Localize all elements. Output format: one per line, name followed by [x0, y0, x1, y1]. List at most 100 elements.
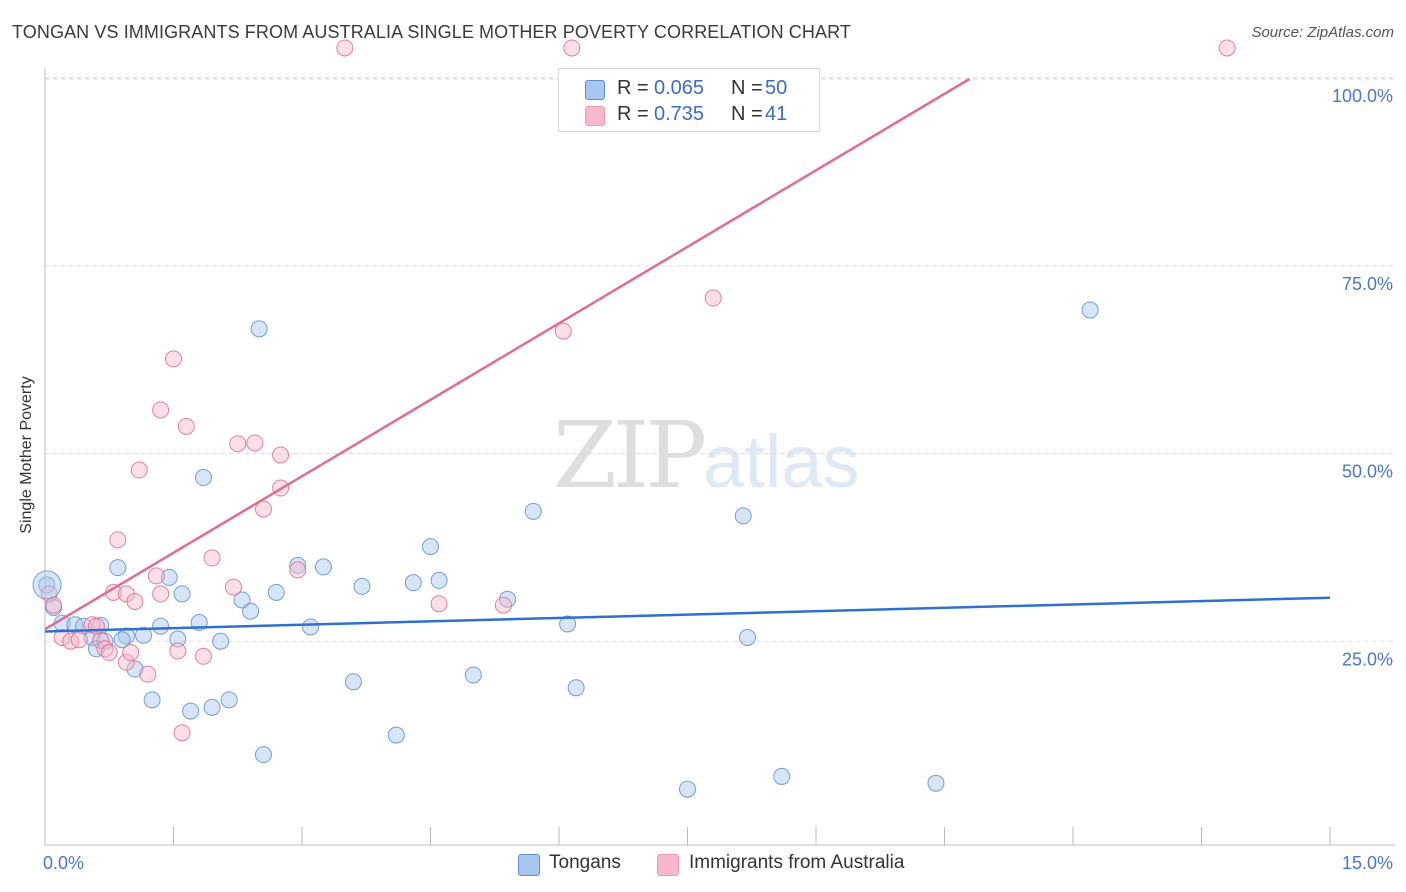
data-point-tongans	[430, 571, 448, 589]
data-point-australia	[173, 724, 191, 742]
data-point-tongans	[567, 679, 585, 697]
n-value: 41	[765, 103, 788, 125]
data-point-australia	[53, 628, 71, 646]
data-point-australia	[229, 435, 247, 453]
trend-line-tongans	[44, 596, 1331, 633]
data-point-australia	[122, 644, 140, 662]
data-point-tongans	[773, 767, 791, 785]
data-point-tongans	[173, 585, 191, 603]
data-point-australia	[554, 322, 572, 340]
trend-line-australia	[44, 77, 971, 631]
legend-label-australia: Immigrants from Australia	[689, 852, 905, 873]
watermark-atlas: atlas	[703, 420, 860, 503]
data-point-tongans	[212, 632, 230, 650]
data-point-tongans	[135, 626, 153, 644]
data-point-tongans	[559, 615, 577, 633]
data-point-australia	[246, 434, 264, 452]
data-point-australia	[45, 596, 63, 614]
data-point-tongans	[220, 691, 238, 709]
data-point-australia	[70, 631, 88, 649]
data-point-australia	[203, 549, 221, 567]
data-point-australia	[100, 644, 118, 662]
data-point-tongans	[289, 556, 307, 574]
data-point-australia	[224, 578, 242, 596]
data-point-tongans	[927, 774, 945, 792]
data-point-australia	[254, 500, 272, 518]
data-point-australia	[289, 561, 307, 579]
data-point-australia	[430, 595, 448, 613]
n-label: N =	[731, 77, 763, 99]
data-point-tongans	[169, 630, 187, 648]
legend-swatch-tongans	[518, 854, 540, 876]
y-tick-label: 25.0%	[1342, 649, 1393, 669]
data-point-australia	[87, 617, 105, 635]
data-point-australia	[194, 647, 212, 665]
data-point-australia	[494, 596, 512, 614]
data-point-tongans	[203, 698, 221, 716]
r-value: 0.735	[654, 103, 705, 125]
data-point-tongans	[679, 780, 696, 798]
chart-title: TONGAN VS IMMIGRANTS FROM AUSTRALIA SING…	[12, 22, 851, 42]
data-point-tongans	[314, 558, 332, 576]
data-point-tongans	[422, 538, 439, 556]
data-point-australia	[272, 446, 290, 464]
r-value: 0.065	[654, 77, 705, 99]
data-point-tongans	[387, 726, 405, 744]
n-label: N =	[731, 103, 763, 125]
x-tick-label-min: 0.0%	[43, 853, 84, 873]
data-point-tongans	[524, 502, 542, 520]
series-legend: Tongans Immigrants from Australia	[0, 850, 1406, 880]
source-credit: Source: ZipAtlas.com	[1251, 24, 1394, 41]
x-tick-label-max: 15.0%	[1342, 853, 1393, 873]
stats-legend: R = 0.065 N = 50 R = 0.735 N = 41	[558, 68, 820, 132]
data-point-australia	[117, 653, 135, 671]
legend-swatch-australia	[657, 854, 679, 876]
data-point-tongans	[267, 583, 285, 601]
watermark-zip: ZIP	[553, 402, 707, 509]
legend-label-tongans: Tongans	[549, 852, 621, 873]
data-point-tongans	[250, 320, 268, 338]
watermark: ZIPatlas	[553, 402, 859, 509]
legend-swatch-pink	[585, 106, 605, 126]
data-point-tongans	[254, 746, 272, 764]
data-point-tongans	[182, 702, 200, 720]
data-point-australia	[62, 632, 80, 650]
data-point-tongans	[464, 666, 482, 684]
stats-legend-row-australia: R = 0.735 N = 41	[559, 101, 819, 131]
data-point-australia	[169, 642, 187, 660]
data-point-australia	[152, 585, 170, 603]
data-point-tongans	[734, 507, 752, 525]
data-point-tongans	[242, 602, 260, 620]
data-point-tongans	[126, 660, 144, 678]
data-point-australia	[177, 417, 195, 435]
data-point-tongans	[353, 577, 371, 595]
data-point-australia	[704, 289, 722, 307]
data-point-australia	[336, 39, 354, 57]
data-point-tongans	[109, 559, 127, 577]
r-label: R =	[617, 103, 649, 125]
data-point-australia	[130, 461, 148, 479]
data-point-tongans	[160, 568, 178, 586]
legend-swatch-blue	[585, 80, 605, 100]
data-point-tongans	[113, 631, 131, 649]
data-point-tongans	[152, 617, 170, 635]
data-point-tongans	[233, 591, 251, 609]
y-tick-label: 75.0%	[1342, 274, 1393, 294]
data-point-australia	[139, 665, 157, 683]
data-point-tongans	[499, 590, 517, 608]
data-point-australia	[563, 39, 581, 57]
data-point-australia	[165, 350, 182, 368]
data-point-australia	[109, 531, 127, 549]
data-point-tongans	[143, 691, 161, 709]
data-point-tongans	[1081, 301, 1099, 319]
data-point-australia	[126, 592, 144, 610]
data-point-australia	[147, 567, 165, 585]
stats-legend-row-tongans: R = 0.065 N = 50	[559, 75, 819, 105]
y-tick-label: 100.0%	[1332, 86, 1393, 106]
data-point-tongans	[738, 628, 756, 646]
y-tick-label: 50.0%	[1342, 462, 1393, 482]
data-point-tongans	[344, 673, 362, 691]
data-point-australia	[1218, 39, 1236, 57]
n-value: 50	[765, 77, 788, 99]
data-point-tongans	[404, 574, 422, 592]
